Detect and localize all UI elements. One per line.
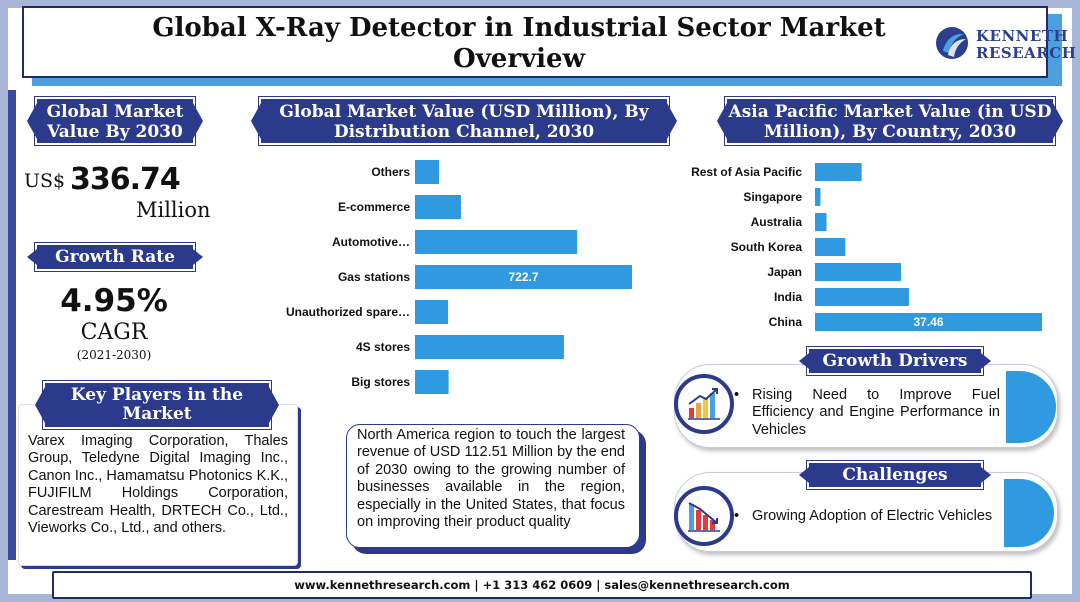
header: Global X-Ray Detector in Industrial Sect… (22, 6, 1076, 78)
growth-drivers-heading-text: Growth Drivers (822, 351, 968, 371)
bar (815, 313, 1042, 331)
category-label: Rest of Asia Pacific (691, 165, 802, 179)
logo-text: KENNETH RESEARCH (976, 28, 1076, 62)
currency-prefix: US$ (24, 170, 66, 192)
distribution-channel-chart-title: Global Market Value (USD Million), By Di… (258, 96, 670, 146)
asia-pacific-chart-title-text: Asia Pacific Market Value (in USD Millio… (728, 102, 1052, 142)
bar (815, 163, 862, 181)
note-box (346, 424, 640, 548)
growth-rate-heading: Growth Rate (34, 242, 196, 272)
logo-line-2: RESEARCH (976, 44, 1077, 62)
growth-rate-value: 4.95% (60, 283, 168, 319)
bar (415, 370, 449, 394)
asia-pacific-bar-chart: Rest of Asia Pacific Singapore Australia So… (691, 163, 1042, 331)
growth-drivers-icon-circle (674, 374, 734, 434)
category-label: Japan (767, 265, 802, 279)
bar (815, 238, 846, 256)
market-value-unit: Million (136, 198, 211, 222)
category-label: China (769, 315, 803, 329)
category-label: Unauthorized spare… (286, 305, 410, 319)
bar (815, 213, 827, 231)
category-label: Big stores (351, 375, 410, 389)
challenge-item: Growing Adoption of Electric Vehicles (734, 508, 1000, 526)
growth-drivers-heading: Growth Drivers (806, 346, 984, 376)
bar (415, 195, 461, 219)
growth-rate-heading-text: Growth Rate (55, 247, 175, 267)
category-label: 4S stores (356, 340, 410, 354)
distribution-channel-chart-title-text: Global Market Value (USD Million), By Di… (279, 102, 649, 142)
note-text: North America region to touch the larges… (357, 427, 625, 531)
market-value-number: 336.74 (70, 162, 181, 197)
bar (415, 335, 564, 359)
challenges-icon-circle (674, 486, 734, 546)
challenges-heading: Challenges (806, 460, 984, 490)
growth-driver-item: Rising Need to Improve Fuel Efficiency a… (734, 387, 1000, 439)
key-players-heading-text: Key Players in the Market (70, 385, 244, 424)
bar (415, 300, 449, 324)
bar (815, 263, 902, 281)
category-label: E-commerce (338, 200, 410, 214)
category-label: India (774, 290, 802, 304)
category-label: South Korea (731, 240, 803, 254)
growth-rate-stat: 4.95% CAGR (2021-2030) (24, 282, 204, 364)
category-label: Gas stations (338, 270, 410, 284)
growth-rate-label: CAGR (80, 320, 148, 345)
distribution-channel-bar-chart: Others E-commerce Automotive… Gas stations 7… (286, 160, 632, 394)
challenges-heading-text: Challenges (842, 465, 948, 485)
key-players-text: Varex Imaging Corporation, Thales Group,… (28, 433, 288, 537)
asia-pacific-chart-title: Asia Pacific Market Value (in USD Millio… (724, 96, 1056, 146)
rising-bar-chart-icon (688, 388, 720, 420)
kenneth-research-logo-icon (936, 27, 968, 59)
bar (815, 288, 909, 306)
category-label: Automotive… (332, 235, 410, 249)
category-label: Others (371, 165, 410, 179)
logo: KENNETH RESEARCH (932, 21, 1076, 69)
bar (815, 188, 821, 206)
key-players-heading: Key Players in the Market (42, 380, 272, 430)
logo-line-1: KENNETH (976, 27, 1069, 45)
bar (415, 265, 632, 289)
left-accent-strip (8, 90, 16, 560)
falling-bar-chart-icon (688, 502, 720, 532)
data-label: 37.46 (913, 315, 943, 329)
page-title: Global X-Ray Detector in Industrial Sect… (152, 13, 886, 74)
data-label: 722.7 (508, 270, 538, 284)
bar (415, 230, 578, 254)
category-label: Singapore (743, 190, 802, 204)
category-label: Australia (751, 215, 803, 229)
market-value-stat: US$ 336.74 Million (24, 160, 224, 230)
market-value-heading: Global Market Value By 2030 (34, 96, 196, 146)
growth-rate-period: (2021-2030) (76, 348, 152, 362)
footer-contact: www.kennethresearch.com | +1 313 462 060… (52, 571, 1032, 599)
bar (415, 160, 440, 184)
market-value-heading-text: Global Market Value By 2030 (46, 102, 184, 142)
